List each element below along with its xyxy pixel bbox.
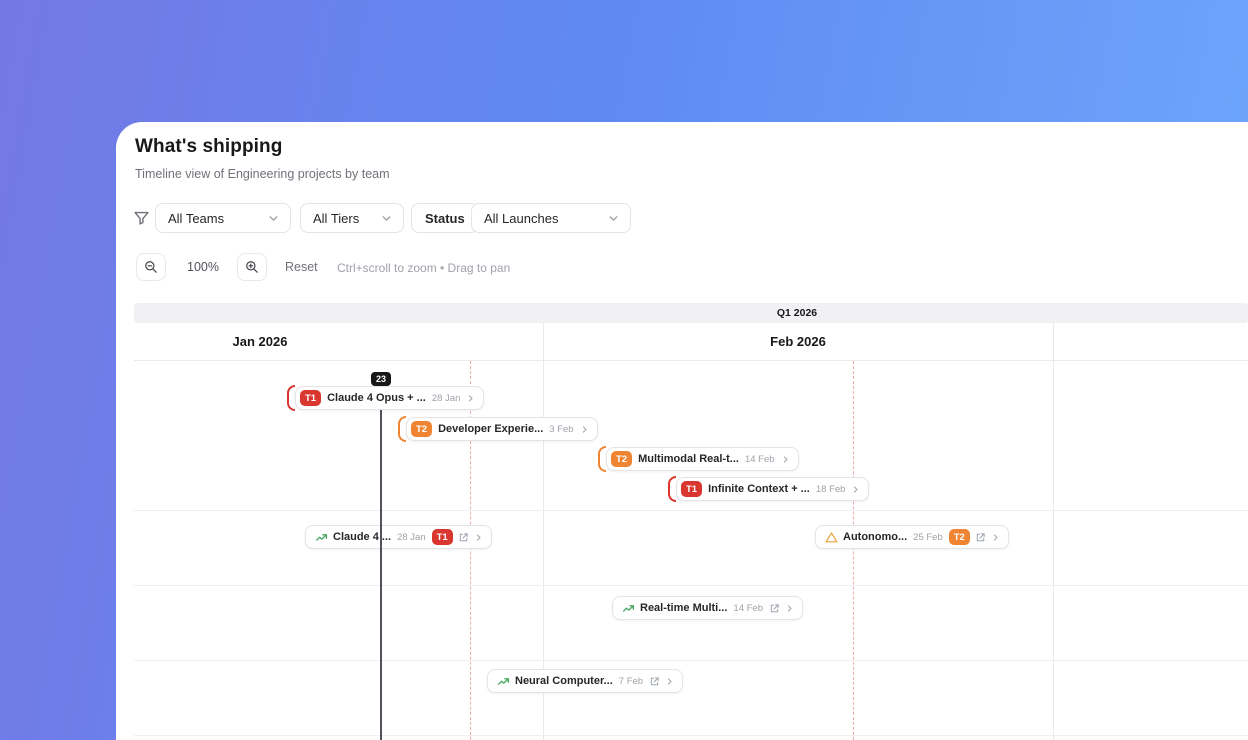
bar-start-bracket (598, 446, 606, 472)
external-link-icon (459, 532, 468, 541)
row-separator (134, 585, 1248, 586)
project-title: Claude 4 Opus + ... (327, 392, 426, 404)
reset-zoom-button[interactable]: Reset (285, 260, 318, 274)
bar-start-bracket (398, 416, 406, 442)
zoom-out-icon (145, 261, 157, 273)
shipping-card: What's shipping Timeline view of Enginee… (116, 122, 1248, 740)
zoom-hint-text: Ctrl+scroll to zoom • Drag to pan (337, 261, 511, 275)
launch-pill-claude-4[interactable]: Claude 4 ... 28 Jan T1 (305, 525, 492, 549)
launches-filter-label: All Launches (484, 210, 559, 226)
timeline-canvas[interactable]: Q1 2026 Jan 2026 Feb 2026 23 T1 Claude 4… (134, 303, 1248, 740)
project-bar-multimodal-realtime[interactable]: T2 Multimodal Real-t... 14 Feb (606, 447, 799, 471)
months-header: Jan 2026 Feb 2026 (134, 323, 1248, 361)
zoom-out-button[interactable] (136, 253, 166, 281)
launch-pill-neural-computer[interactable]: Neural Computer... 7 Feb (487, 669, 684, 693)
quarter-label: Q1 2026 (776, 307, 818, 319)
chevron-right-icon (469, 394, 473, 402)
project-date: 14 Feb (744, 453, 775, 465)
deadline-dashed-line (470, 361, 471, 740)
row-separator (134, 660, 1248, 661)
row-separator (134, 510, 1248, 511)
launch-date: 14 Feb (733, 602, 763, 614)
tier-badge: T2 (411, 421, 433, 437)
project-title: Infinite Context + ... (708, 483, 810, 495)
status-filter-button[interactable]: Status (411, 203, 479, 233)
tier-badge: T2 (948, 529, 970, 545)
deadline-dashed-line (853, 361, 854, 740)
page-subtitle: Timeline view of Engineering projects by… (135, 167, 390, 181)
today-marker-line (380, 383, 382, 740)
chevron-right-icon (476, 533, 481, 541)
project-date: 18 Feb (815, 483, 846, 495)
quarter-band: Q1 2026 (134, 303, 1248, 323)
project-bar-developer-experience[interactable]: T2 Developer Experie... 3 Feb (406, 417, 598, 441)
tier-badge: T1 (681, 481, 703, 497)
project-title: Developer Experie... (438, 423, 544, 435)
warning-icon (825, 531, 838, 542)
teams-filter-label: All Teams (168, 210, 225, 226)
zoom-in-icon (246, 261, 258, 273)
trend-up-icon (315, 533, 328, 541)
chevron-right-icon (993, 533, 998, 541)
chevron-down-icon (382, 215, 391, 221)
launch-pill-realtime-multi[interactable]: Real-time Multi... 14 Feb (612, 596, 803, 620)
external-link-icon (976, 532, 985, 541)
launches-filter-select[interactable]: All Launches (471, 203, 631, 233)
chevron-down-icon (269, 215, 278, 221)
launch-date: 28 Jan (397, 531, 426, 543)
project-date: 28 Jan (431, 392, 461, 404)
launch-title: Real-time Multi... (640, 602, 728, 614)
today-marker-badge: 23 (370, 372, 392, 386)
trend-up-icon (622, 604, 635, 612)
filter-funnel-icon (134, 211, 149, 225)
launch-date: 25 Feb (913, 531, 943, 543)
row-separator (134, 735, 1248, 736)
zoom-in-button[interactable] (237, 253, 267, 281)
chevron-right-icon (783, 455, 788, 463)
chevron-right-icon (582, 425, 587, 433)
chevron-right-icon (667, 677, 672, 685)
tiers-filter-select[interactable]: All Tiers (300, 203, 404, 233)
launch-title: Autonomo... (843, 531, 908, 543)
chevron-right-icon (854, 485, 858, 493)
project-bar-claude-4-opus[interactable]: T1 Claude 4 Opus + ... 28 Jan (295, 386, 485, 410)
project-bar-infinite-context[interactable]: T1 Infinite Context + ... 18 Feb (676, 477, 870, 501)
project-title: Multimodal Real-t... (638, 453, 739, 465)
tiers-filter-label: All Tiers (313, 210, 360, 226)
launch-pill-autonomous[interactable]: Autonomo... 25 Feb T2 (815, 525, 1009, 549)
month-label-jan: Jan 2026 (232, 334, 288, 349)
external-link-icon (770, 603, 779, 612)
launch-title: Neural Computer... (515, 675, 613, 687)
trend-up-icon (497, 677, 510, 685)
chevron-right-icon (787, 604, 792, 612)
launch-title: Claude 4 ... (333, 531, 392, 543)
tier-badge: T1 (300, 390, 322, 406)
project-date: 3 Feb (549, 423, 574, 435)
month-gridline (1053, 323, 1054, 740)
page-title: What's shipping (135, 136, 283, 157)
launch-date: 7 Feb (618, 675, 644, 687)
tier-badge: T2 (611, 451, 633, 467)
chevron-down-icon (609, 215, 618, 221)
teams-filter-select[interactable]: All Teams (155, 203, 291, 233)
tier-badge: T1 (431, 529, 453, 545)
bar-start-bracket (668, 476, 676, 502)
bar-start-bracket (287, 385, 295, 411)
month-gridline (543, 323, 544, 740)
zoom-level: 100% (187, 260, 219, 274)
external-link-icon (650, 676, 659, 685)
month-label-feb: Feb 2026 (770, 334, 826, 349)
